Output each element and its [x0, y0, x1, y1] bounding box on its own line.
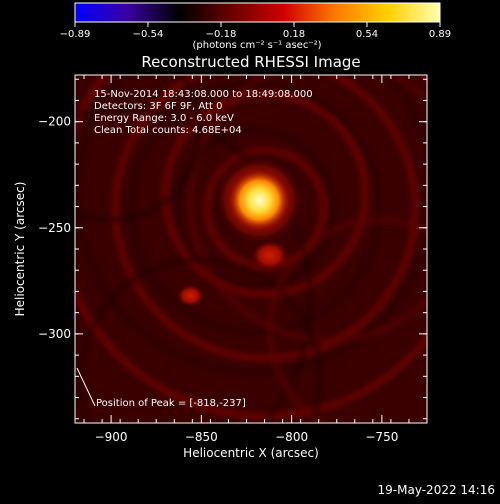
residual-arc: [76, 256, 324, 423]
y-tick-label: −300: [38, 327, 71, 341]
y-tick-label: −200: [38, 115, 71, 129]
timestamp: 19-May-2022 14:16: [378, 483, 495, 497]
residual-arc: [75, 75, 204, 224]
peak-source: [229, 170, 290, 231]
secondary-source: [177, 285, 204, 307]
info-line: Energy Range: 3.0 - 6.0 keV: [94, 113, 234, 124]
peak-pointer-line: [76, 367, 96, 407]
residual-arc: [266, 216, 427, 423]
info-line: 15-Nov-2014 18:43:08.000 to 18:49:08.000: [94, 89, 313, 100]
colorbar-tick-label: 0.54: [356, 29, 378, 40]
residual-arc: [75, 106, 314, 423]
image-area: [75, 75, 427, 423]
colorbar-tick-label: −0.18: [206, 29, 237, 40]
x-axis-ticks: −900 −850 −800 −750: [83, 75, 428, 444]
x-tick-label: −850: [185, 430, 218, 444]
residual-ring: [75, 75, 427, 377]
info-line: Clean Total counts: 4.68E+04: [94, 125, 242, 136]
colorbar-ticks: −0.89 −0.54 −0.18 0.18 0.54 0.89: [60, 22, 451, 40]
x-axis-label: Heliocentric X (arcsec): [183, 446, 319, 460]
info-line: Detectors: 3F 6F 9F, Att 0: [94, 101, 222, 112]
emission-sources: [177, 164, 296, 307]
colorbar-tick-label: 0.89: [429, 29, 451, 40]
peak-annotation: Position of Peak = [-818,-237]: [96, 398, 246, 409]
secondary-source: [251, 240, 288, 270]
colorbar-tick-label: −0.89: [60, 29, 91, 40]
residual-ring: [75, 75, 427, 421]
colorbar-tick-label: 0.18: [283, 29, 305, 40]
y-axis-label: Heliocentric Y (arcsec): [13, 182, 27, 317]
residual-ring: [173, 126, 338, 291]
y-axis-ticks: −200 −250 −300: [38, 78, 427, 420]
clean-residual-texture: [75, 75, 427, 423]
x-tick-label: −900: [95, 430, 128, 444]
colorbar: −0.89 −0.54 −0.18 0.18 0.54 0.89 (photons cm⁻…: [60, 2, 451, 51]
x-tick-label: −800: [275, 430, 308, 444]
colorbar-tick-label: −0.54: [133, 29, 164, 40]
colorbar-gradient: [74, 2, 441, 23]
observation-info: 15-Nov-2014 18:43:08.000 to 18:49:08.000…: [94, 89, 313, 136]
x-tick-label: −750: [365, 430, 398, 444]
y-tick-label: −250: [38, 221, 71, 235]
chart-title: Reconstructed RHESSI Image: [141, 53, 360, 71]
residual-ring: [111, 75, 420, 363]
residual-ring: [161, 90, 370, 299]
residual-arc: [186, 75, 427, 344]
colorbar-units: (photons cm⁻² s⁻¹ asec⁻²): [192, 40, 321, 51]
